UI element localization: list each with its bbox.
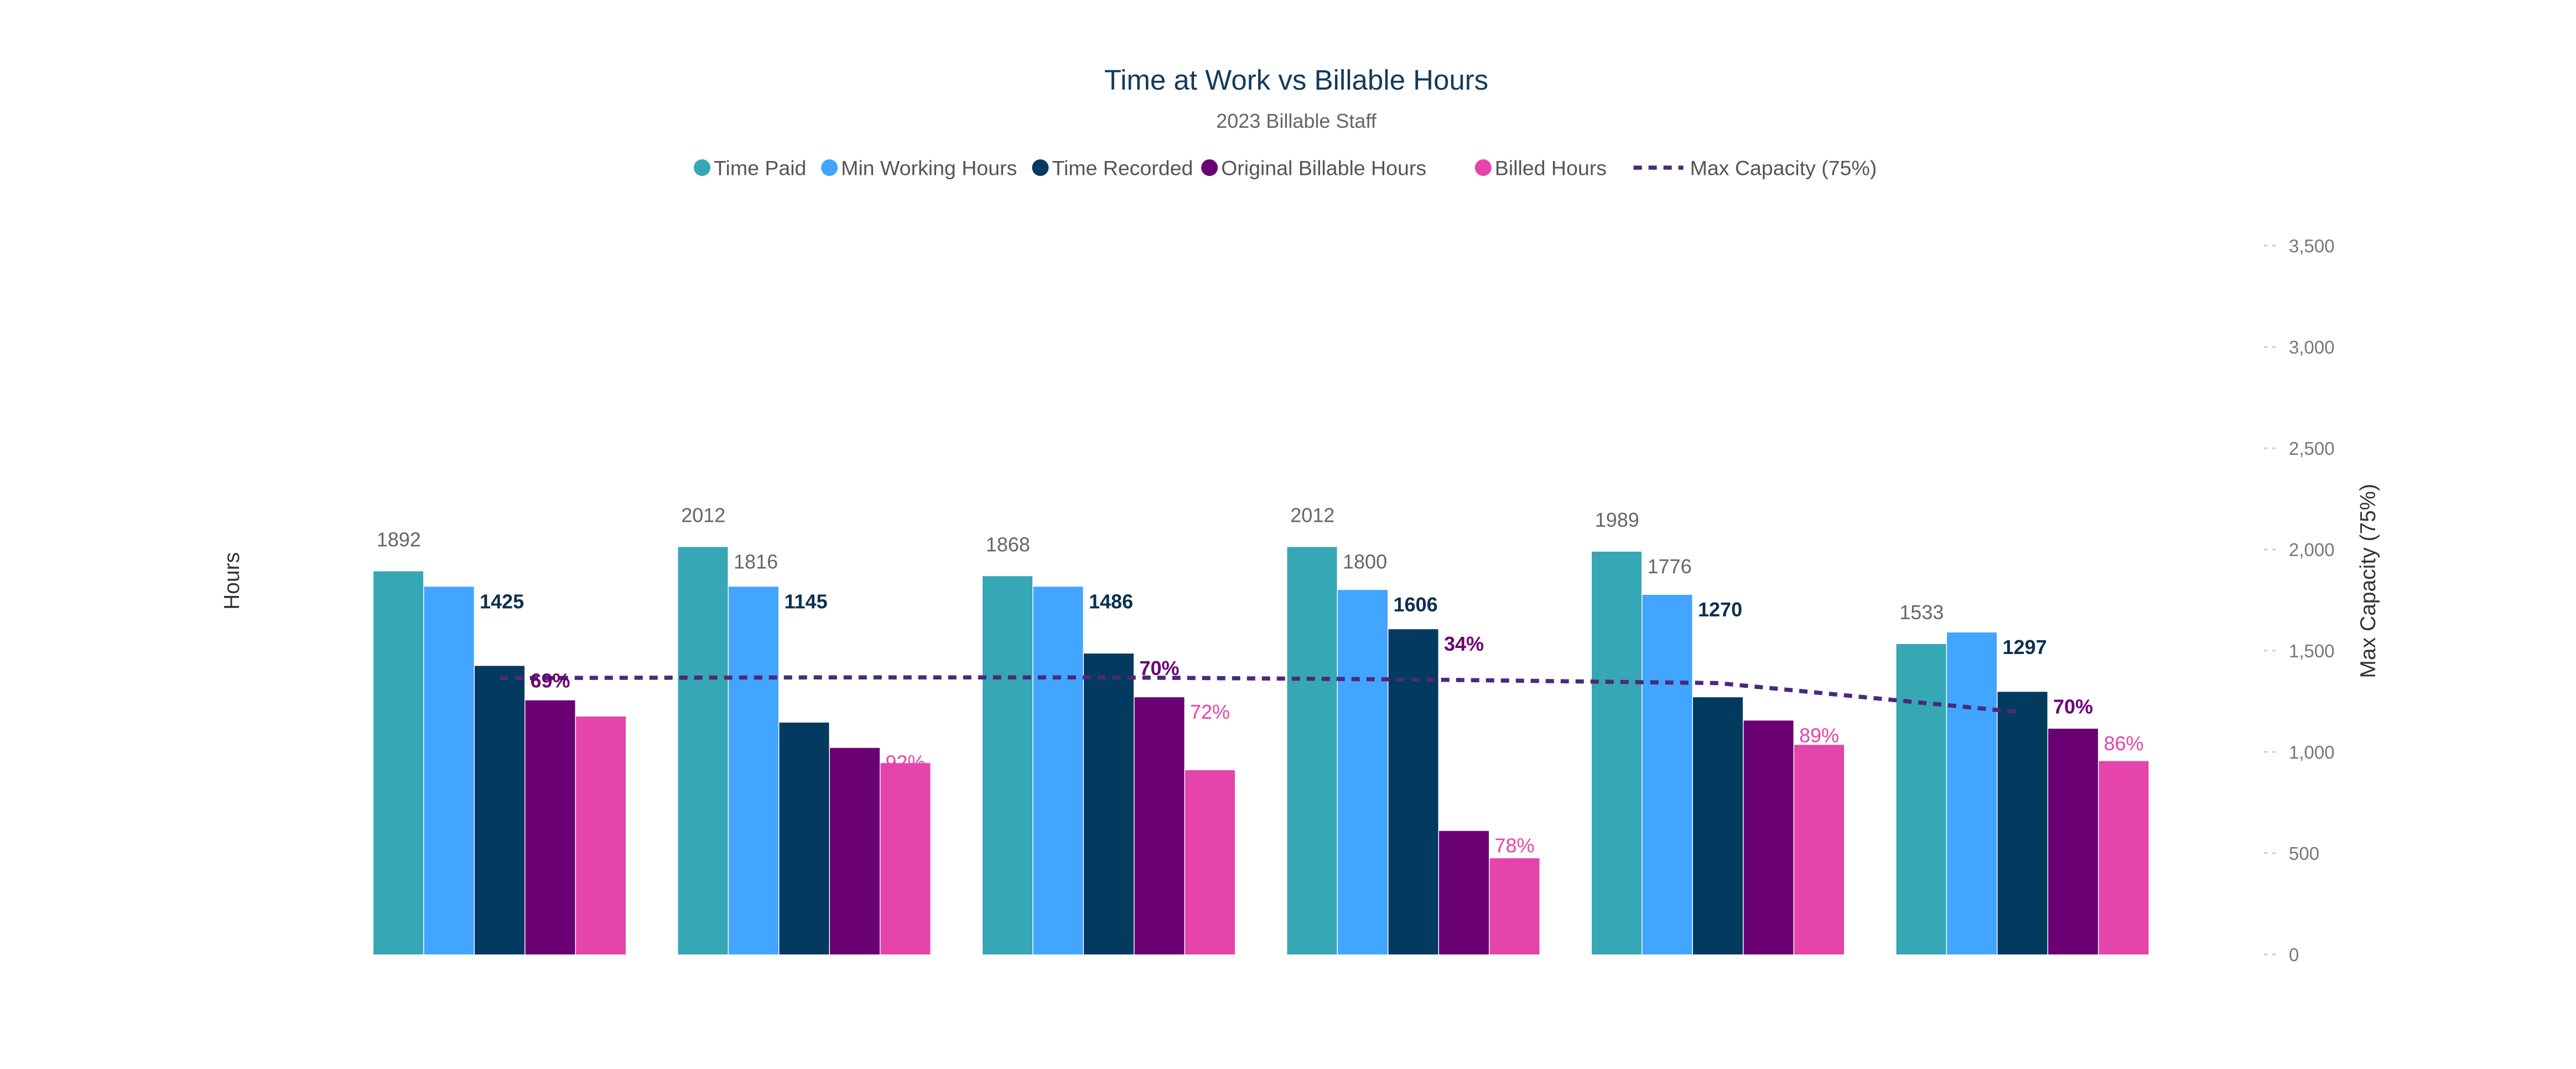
legend-marker	[821, 159, 838, 176]
y-tick-label: 1,500	[2289, 641, 2335, 661]
bar	[1642, 594, 1692, 954]
y-tick-label: 2,500	[2289, 438, 2335, 459]
chart-title: Time at Work vs Billable Hours	[1104, 64, 1488, 96]
data-label: 70%	[2053, 695, 2093, 718]
y-axis: 0 500 1,000 1,500 2,000 2,500 3,000 3,500	[2264, 236, 2335, 965]
bar	[830, 748, 880, 954]
bar	[2048, 728, 2098, 954]
legend-label: Original Billable Hours	[1221, 157, 1426, 180]
bar	[525, 700, 575, 954]
legend-marker	[1201, 159, 1218, 176]
data-label: 1486	[1089, 590, 1133, 613]
bar	[1338, 590, 1388, 954]
data-label: 72%	[1190, 700, 1230, 723]
bar	[1743, 720, 1794, 954]
data-label: 1816	[734, 551, 778, 573]
max-capacity-line	[500, 675, 2023, 715]
y-tick-label: 3,000	[2289, 337, 2335, 357]
data-label: 69%	[531, 669, 570, 692]
data-label: 78%	[1495, 834, 1535, 857]
data-label: 89%	[1799, 724, 1839, 746]
bar	[779, 722, 829, 954]
bar	[1033, 587, 1083, 954]
bar	[1287, 547, 1337, 954]
legend: Time Paid Min Working Hours Time Recorded O…	[694, 157, 1877, 180]
bar	[424, 587, 474, 954]
data-label: 1606	[1394, 593, 1438, 616]
bar	[729, 587, 778, 954]
data-label: 34%	[1444, 632, 1484, 655]
legend-label: Billed Hours	[1495, 157, 1607, 180]
legend-marker	[1032, 159, 1049, 176]
legend-label: Min Working Hours	[841, 157, 1017, 180]
data-label: 70%	[1140, 657, 1180, 679]
legend-label: Max Capacity (75%)	[1690, 157, 1877, 180]
legend-label: Time Paid	[714, 157, 806, 180]
bar	[1134, 697, 1185, 954]
y-tick-label: 2,000	[2289, 539, 2335, 560]
data-label: 2012	[681, 504, 725, 527]
bar	[1185, 770, 1235, 954]
data-label: 1989	[1595, 508, 1639, 531]
y-tick-label: 0	[2289, 945, 2299, 965]
data-label: 2012	[1290, 504, 1334, 527]
bar	[880, 763, 931, 954]
y-tick-label: 500	[2289, 843, 2319, 864]
chart-subtitle: 2023 Billable Staff	[1216, 110, 1377, 132]
legend-marker	[1474, 159, 1492, 176]
bar	[2099, 761, 2149, 954]
bar	[576, 716, 626, 954]
data-label: 1270	[1698, 598, 1742, 621]
y-tick-label: 1,000	[2289, 742, 2335, 762]
bar	[1489, 858, 1540, 954]
data-label: 1800	[1343, 551, 1387, 573]
bar	[1947, 632, 1997, 954]
bars	[373, 547, 2149, 954]
legend-label: Time Recorded	[1052, 157, 1193, 180]
y-tick-label: 3,500	[2289, 236, 2335, 256]
bar	[1388, 629, 1438, 954]
bar	[1794, 745, 1844, 954]
data-label: 1868	[986, 533, 1030, 556]
data-label: 1297	[2003, 636, 2047, 658]
bar	[1592, 552, 1642, 954]
bar	[1896, 644, 1946, 954]
bar	[475, 666, 524, 954]
data-label: 1425	[480, 590, 524, 613]
bar	[1439, 831, 1489, 954]
bar	[1997, 692, 2048, 954]
bar	[678, 547, 728, 954]
data-label: 1776	[1648, 555, 1692, 578]
data-label: 92%	[886, 751, 926, 774]
data-label: 1533	[1899, 601, 1944, 624]
data-labels: 1892 1425 69% 2012 1816 1145 92% 1868 1486 70% 72%…	[377, 504, 2144, 857]
data-label: 1145	[785, 590, 828, 613]
bar	[1084, 653, 1134, 954]
bar	[983, 576, 1032, 954]
data-label: 1892	[377, 528, 421, 551]
bar	[1693, 697, 1743, 954]
y-axis-title: Hours	[220, 552, 244, 610]
y2-axis-title: Max Capacity (75%)	[2356, 484, 2380, 678]
data-label: 86%	[2104, 732, 2144, 755]
max-capacity-line-path	[500, 675, 2023, 715]
bar	[373, 571, 423, 954]
legend-marker	[694, 159, 710, 176]
